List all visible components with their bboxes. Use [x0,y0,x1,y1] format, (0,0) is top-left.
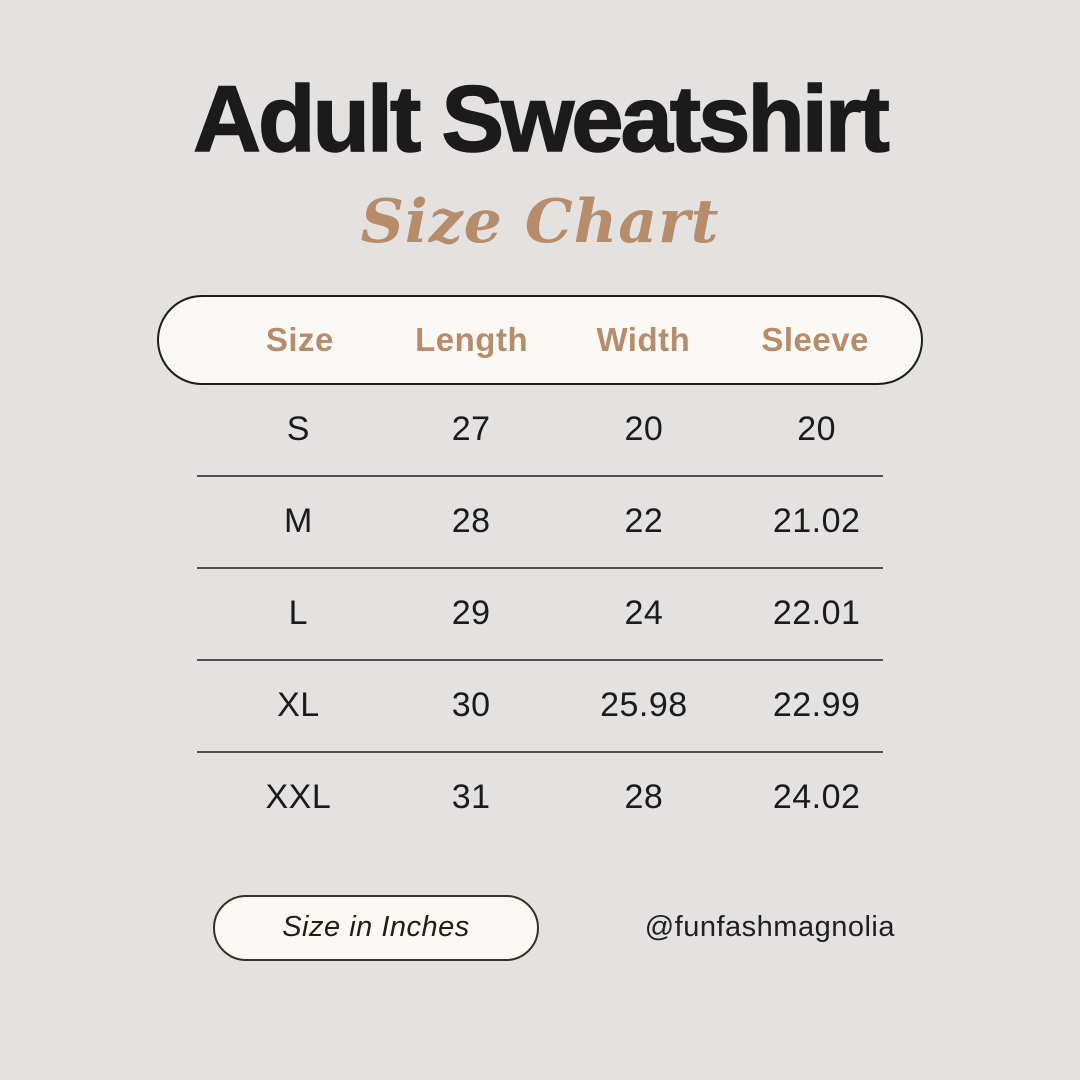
cell-length: 28 [451,502,491,541]
cell-sleeve: 22.01 [772,594,861,633]
table-row: XXL 31 28 24.02 [157,753,923,843]
table-body: S 27 20 20 M 28 22 21.02 L 29 24 22.01 [157,385,923,843]
table-row: S 27 20 20 [157,385,923,475]
cell-width: 22 [624,502,664,541]
header-size: Size [265,320,334,358]
cell-sleeve: 21.02 [772,502,861,541]
cell-sleeve: 24.02 [772,778,861,817]
cell-size: XL [277,686,320,725]
unit-label: Size in Inches [282,911,470,944]
table-row: L 29 24 22.01 [157,569,923,659]
page-title: Adult Sweatshirt [192,66,890,171]
page-subtitle: Size Chart [360,186,720,257]
cell-sleeve: 22.99 [772,686,861,725]
cell-size: XXL [265,778,332,817]
cell-width: 20 [624,410,664,449]
cell-size: M [283,502,313,541]
row-divider [197,474,883,477]
table-header-pill: Size Length Width Sleeve [157,294,923,385]
cell-sleeve: 20 [797,410,837,449]
row-divider [197,658,883,661]
cell-width: 24 [624,594,664,633]
cell-size: L [288,594,309,633]
header-width: Width [596,320,691,358]
footer-row: Size in Inches @funfashmagnolia [157,894,923,961]
header-sleeve: Sleeve [761,320,869,358]
cell-size: S [286,410,310,449]
table-row: XL 30 25.98 22.99 [157,661,923,751]
size-table: Size Length Width Sleeve S 27 20 20 M 28… [157,294,923,843]
cell-width: 25.98 [600,686,688,725]
cell-length: 30 [451,686,491,725]
cell-length: 27 [451,410,491,449]
brand-handle: @funfashmagnolia [644,911,895,944]
table-row: M 28 22 21.02 [157,477,923,567]
header-length: Length [415,320,529,358]
row-divider [197,566,883,569]
cell-width: 28 [624,778,664,817]
row-divider [197,750,883,753]
cell-length: 29 [451,594,491,633]
unit-pill: Size in Inches [213,894,539,961]
cell-length: 31 [451,778,491,817]
